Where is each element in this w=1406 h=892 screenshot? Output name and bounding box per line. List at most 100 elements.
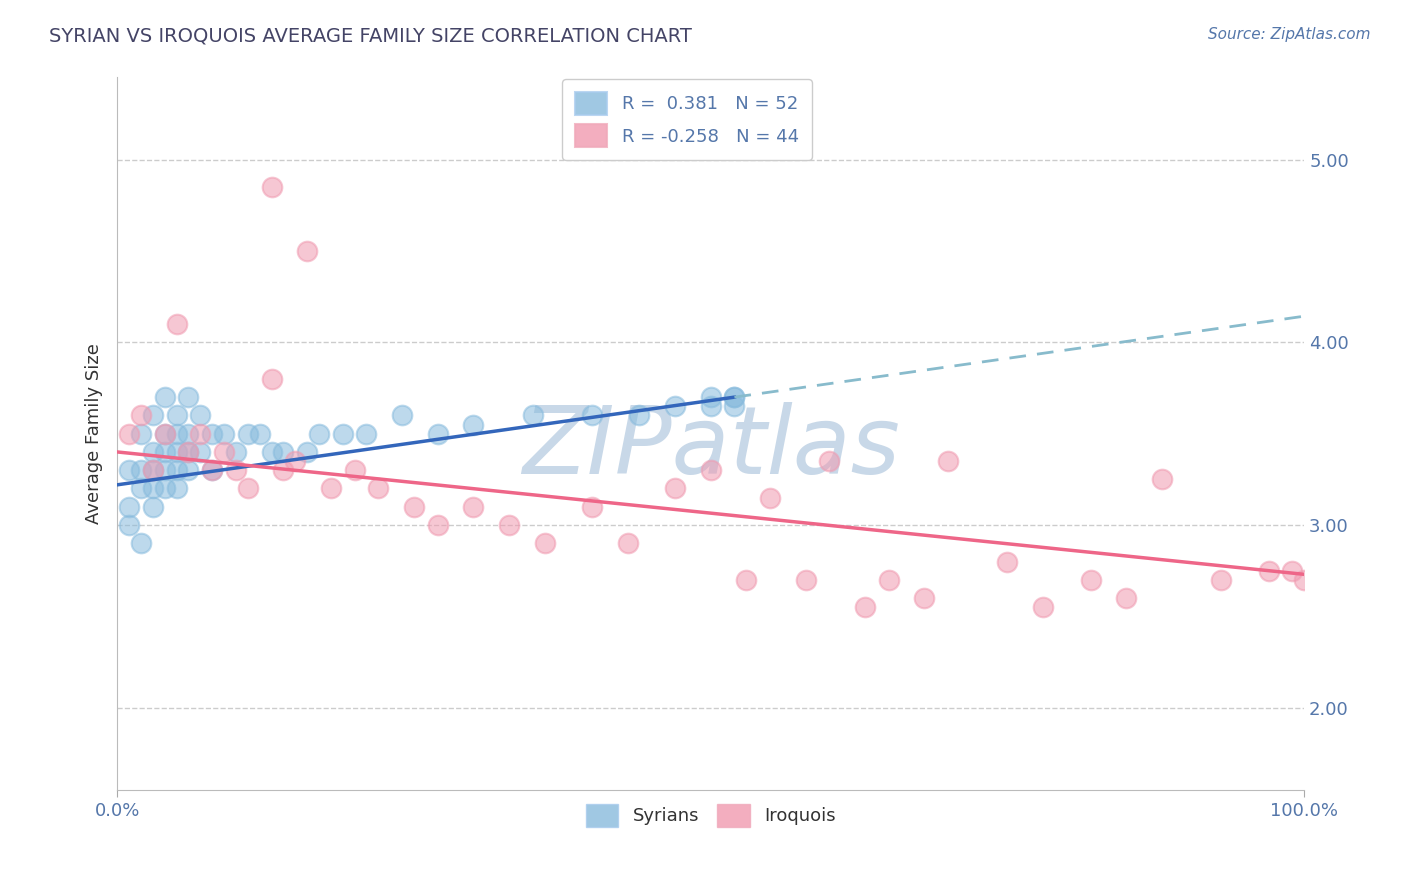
Point bbox=[616, 536, 638, 550]
Point bbox=[166, 482, 188, 496]
Point bbox=[260, 180, 283, 194]
Point bbox=[912, 591, 935, 606]
Point bbox=[936, 454, 959, 468]
Point bbox=[188, 409, 211, 423]
Point bbox=[723, 390, 745, 404]
Point bbox=[723, 390, 745, 404]
Point bbox=[581, 500, 603, 514]
Point bbox=[343, 463, 366, 477]
Point bbox=[177, 390, 200, 404]
Point bbox=[853, 600, 876, 615]
Point bbox=[402, 500, 425, 514]
Point bbox=[522, 409, 544, 423]
Point bbox=[188, 426, 211, 441]
Point bbox=[201, 463, 224, 477]
Point bbox=[212, 426, 235, 441]
Point bbox=[153, 426, 176, 441]
Point bbox=[997, 555, 1019, 569]
Point bbox=[391, 409, 413, 423]
Point bbox=[628, 409, 651, 423]
Text: ZIPatlas: ZIPatlas bbox=[522, 402, 900, 493]
Point bbox=[1080, 573, 1102, 587]
Point bbox=[212, 445, 235, 459]
Point bbox=[142, 445, 165, 459]
Point bbox=[498, 518, 520, 533]
Point bbox=[201, 463, 224, 477]
Point bbox=[166, 463, 188, 477]
Point bbox=[225, 463, 247, 477]
Point bbox=[188, 445, 211, 459]
Point bbox=[249, 426, 271, 441]
Point bbox=[129, 482, 152, 496]
Point bbox=[699, 390, 721, 404]
Point bbox=[142, 500, 165, 514]
Point bbox=[153, 463, 176, 477]
Text: SYRIAN VS IROQUOIS AVERAGE FAMILY SIZE CORRELATION CHART: SYRIAN VS IROQUOIS AVERAGE FAMILY SIZE C… bbox=[49, 27, 692, 45]
Point bbox=[118, 463, 141, 477]
Point bbox=[284, 454, 307, 468]
Point bbox=[129, 426, 152, 441]
Point bbox=[177, 445, 200, 459]
Point bbox=[723, 399, 745, 413]
Point bbox=[236, 482, 259, 496]
Point bbox=[1032, 600, 1054, 615]
Point bbox=[153, 426, 176, 441]
Point bbox=[664, 399, 686, 413]
Point bbox=[153, 445, 176, 459]
Point bbox=[664, 482, 686, 496]
Point bbox=[1294, 573, 1316, 587]
Point bbox=[225, 445, 247, 459]
Point bbox=[129, 536, 152, 550]
Point bbox=[794, 573, 817, 587]
Point bbox=[426, 518, 449, 533]
Point bbox=[129, 409, 152, 423]
Point bbox=[153, 390, 176, 404]
Point bbox=[129, 463, 152, 477]
Point bbox=[581, 409, 603, 423]
Point bbox=[236, 426, 259, 441]
Point bbox=[153, 482, 176, 496]
Point bbox=[367, 482, 389, 496]
Point bbox=[177, 426, 200, 441]
Point bbox=[273, 463, 295, 477]
Point bbox=[142, 409, 165, 423]
Y-axis label: Average Family Size: Average Family Size bbox=[86, 343, 103, 524]
Point bbox=[166, 445, 188, 459]
Point bbox=[759, 491, 782, 505]
Point bbox=[166, 426, 188, 441]
Text: Source: ZipAtlas.com: Source: ZipAtlas.com bbox=[1208, 27, 1371, 42]
Point bbox=[260, 372, 283, 386]
Point bbox=[699, 463, 721, 477]
Point bbox=[177, 445, 200, 459]
Point bbox=[118, 500, 141, 514]
Point bbox=[463, 417, 485, 432]
Point bbox=[308, 426, 330, 441]
Point bbox=[877, 573, 900, 587]
Point bbox=[201, 426, 224, 441]
Point bbox=[1150, 472, 1173, 486]
Point bbox=[1211, 573, 1233, 587]
Point bbox=[319, 482, 342, 496]
Point bbox=[260, 445, 283, 459]
Point bbox=[426, 426, 449, 441]
Point bbox=[295, 244, 318, 258]
Point bbox=[142, 463, 165, 477]
Point bbox=[118, 426, 141, 441]
Point bbox=[1281, 564, 1303, 578]
Point bbox=[699, 399, 721, 413]
Point bbox=[533, 536, 555, 550]
Legend: Syrians, Iroquois: Syrians, Iroquois bbox=[578, 797, 844, 834]
Point bbox=[332, 426, 354, 441]
Point bbox=[818, 454, 841, 468]
Point bbox=[1257, 564, 1279, 578]
Point bbox=[166, 409, 188, 423]
Point bbox=[735, 573, 758, 587]
Point bbox=[142, 463, 165, 477]
Point bbox=[1115, 591, 1137, 606]
Point bbox=[177, 463, 200, 477]
Point bbox=[463, 500, 485, 514]
Point bbox=[118, 518, 141, 533]
Point bbox=[273, 445, 295, 459]
Point bbox=[142, 482, 165, 496]
Point bbox=[166, 317, 188, 331]
